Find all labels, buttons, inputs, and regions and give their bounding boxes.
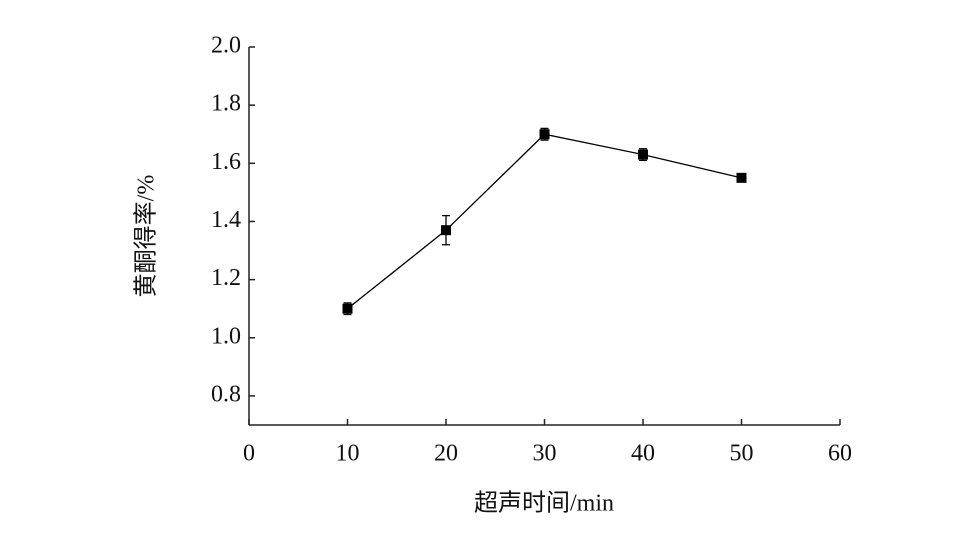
point <box>736 172 747 183</box>
x-tick-label: 40 <box>631 441 655 467</box>
series-line <box>347 133 742 310</box>
y-tick-label: 1.0 <box>211 323 241 349</box>
x-tick-label: 30 <box>533 441 557 467</box>
x-tick-label: 50 <box>730 441 754 467</box>
y-tick-label: 1.4 <box>211 207 241 233</box>
y-tick-label: 1.2 <box>211 265 241 291</box>
point <box>638 149 648 160</box>
y-tick-label: 1.8 <box>211 91 241 117</box>
point <box>441 225 451 236</box>
x-tick-label: 60 <box>828 441 852 467</box>
y-axis-label: 黄酮得率/% <box>133 175 160 298</box>
y-tick-label: 0.8 <box>211 381 241 407</box>
point <box>342 303 353 314</box>
y-tick-label: 2.0 <box>211 33 241 59</box>
x-tick-label: 10 <box>336 441 360 467</box>
x-axis-label: 超声时间/min <box>474 490 614 517</box>
y-tick-label: 1.6 <box>211 149 241 175</box>
x-tick-label: 20 <box>434 441 458 467</box>
point <box>539 129 550 140</box>
x-tick-label: 0 <box>243 441 255 467</box>
